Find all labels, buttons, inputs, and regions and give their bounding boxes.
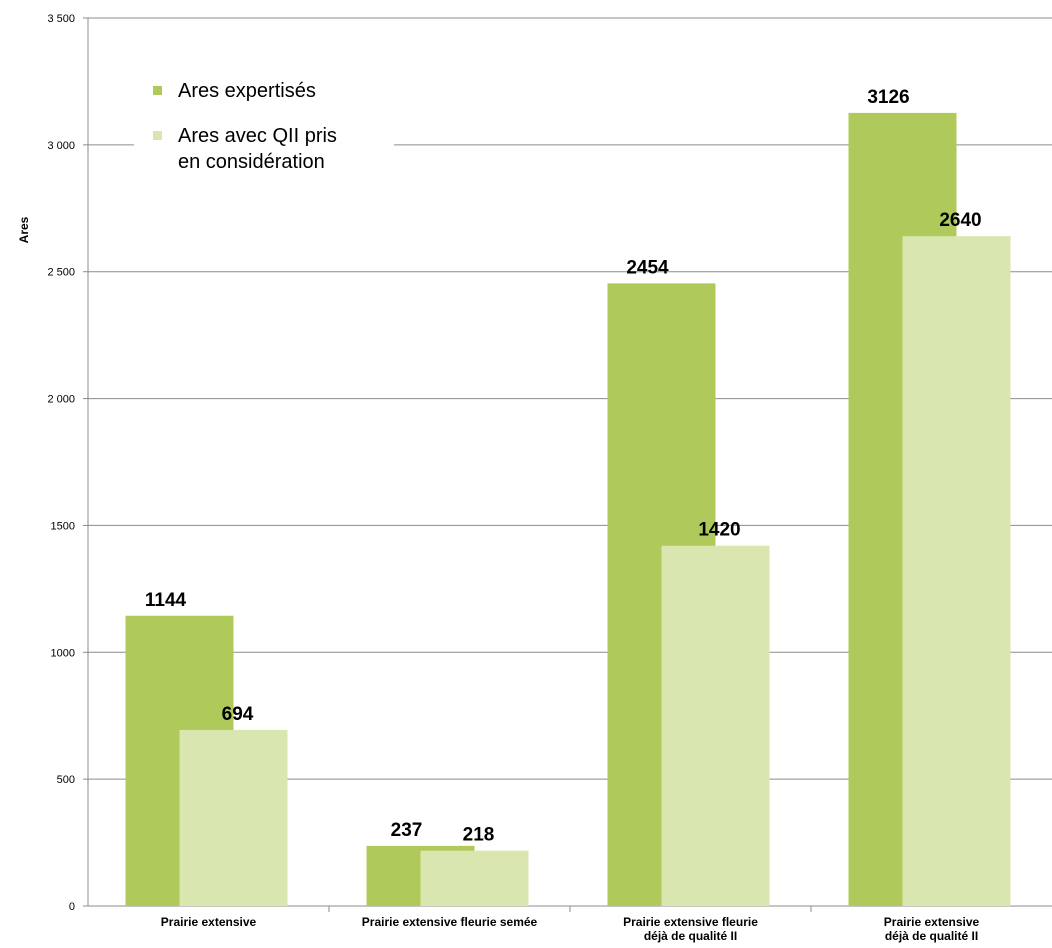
- data-label: 3126: [867, 87, 909, 108]
- bar-ares-qii: [661, 545, 770, 906]
- legend-label-ares-qii: Ares avec QII pris: [178, 125, 337, 147]
- y-tick-label: 1500: [51, 520, 75, 532]
- y-tick-label: 500: [57, 774, 75, 786]
- data-label: 2640: [939, 210, 981, 231]
- y-axis-title: Ares: [17, 216, 31, 243]
- category-label: Prairie extensive: [884, 915, 980, 929]
- category-label: déjà de qualité II: [885, 929, 978, 943]
- y-tick-label: 3 000: [47, 140, 75, 152]
- bar-ares-qii: [179, 729, 288, 906]
- legend-swatch-ares-expertises: [153, 86, 162, 95]
- category-label: déjà de qualité II: [644, 929, 737, 943]
- y-tick-label: 2 500: [47, 267, 75, 279]
- y-tick-label: 3 500: [47, 13, 75, 25]
- data-label: 2454: [626, 257, 669, 278]
- data-label: 1144: [145, 590, 187, 611]
- data-label: 694: [222, 704, 254, 725]
- bar-ares-qii: [420, 850, 529, 906]
- data-label: 218: [463, 825, 495, 846]
- category-label: Prairie extensive: [161, 915, 257, 929]
- data-label: 237: [391, 820, 423, 841]
- y-tick-label: 2 000: [47, 394, 75, 406]
- legend-label-ares-expertises: Ares expertisés: [178, 80, 316, 102]
- y-tick-label: 0: [69, 901, 75, 913]
- category-label: Prairie extensive fleurie semée: [362, 915, 538, 929]
- data-label: 1420: [698, 520, 740, 541]
- legend-label-ares-qii: en considération: [178, 151, 325, 173]
- bar-ares-qii: [902, 236, 1011, 907]
- category-label: Prairie extensive fleurie: [623, 915, 758, 929]
- legend-box: [134, 62, 394, 198]
- y-tick-label: 1000: [51, 647, 75, 659]
- legend-swatch-ares-qii: [153, 131, 162, 140]
